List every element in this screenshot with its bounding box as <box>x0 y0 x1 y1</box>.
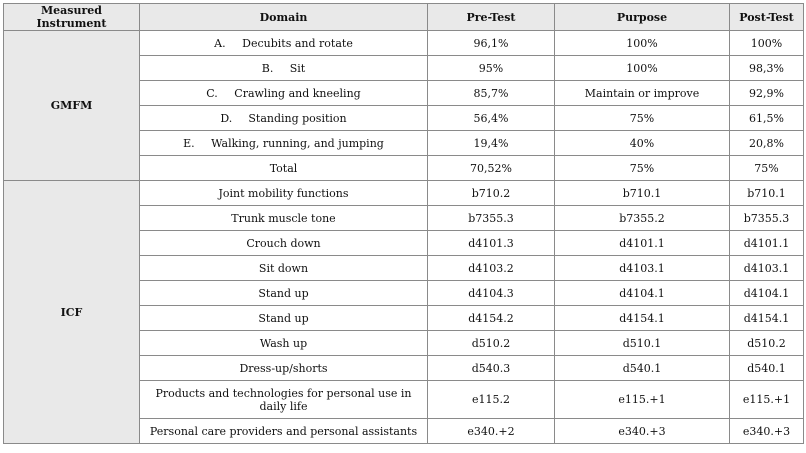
purpose-cell: Maintain or improve <box>554 80 730 106</box>
post-test-cell: 100% <box>729 30 804 56</box>
table-row: Dress-up/shorts d540.3 d540.1 d540.1 <box>4 355 804 381</box>
pre-test-cell: d540.3 <box>427 355 555 381</box>
domain-label: Standing position <box>248 111 347 125</box>
domain-cell: Products and technologies for personal u… <box>139 380 428 419</box>
item-letter: B. <box>261 61 274 75</box>
post-test-cell: b7355.3 <box>729 205 804 231</box>
post-test-cell: b710.1 <box>729 180 804 206</box>
post-test-cell: d4103.1 <box>729 255 804 281</box>
pre-test-cell: d4101.3 <box>427 230 555 256</box>
domain-cell: Personal care providers and personal ass… <box>139 418 428 444</box>
pre-test-cell: 19,4% <box>427 130 555 156</box>
header-row: Measured Instrument Domain Pre-Test Purp… <box>3 3 804 31</box>
table-row: Stand up d4104.3 d4104.1 d4104.1 <box>4 280 804 306</box>
pre-test-cell: 95% <box>427 55 555 81</box>
post-test-cell: e115.+1 <box>729 380 804 419</box>
domain-cell: Stand up <box>139 280 428 306</box>
purpose-cell: b710.1 <box>554 180 730 206</box>
domain-cell: A. Decubits and rotate <box>139 30 428 56</box>
post-test-cell: 98,3% <box>729 55 804 81</box>
header-measured-instrument: Measured Instrument <box>3 3 140 31</box>
table-row: B. Sit 95% 100% 98,3% <box>4 55 804 81</box>
purpose-cell: 75% <box>554 155 730 181</box>
purpose-cell: b7355.2 <box>554 205 730 231</box>
domain-cell: B. Sit <box>139 55 428 81</box>
table-row: Personal care providers and personal ass… <box>4 418 804 444</box>
item-letter: C. <box>206 86 218 100</box>
post-test-cell: 75% <box>729 155 804 181</box>
table-row: GMFM A. Decubits and rotate 96,1% 100% 10… <box>3 30 804 181</box>
item-letter: E. <box>183 136 195 150</box>
post-test-cell: d4154.1 <box>729 305 804 331</box>
purpose-cell: d4101.1 <box>554 230 730 256</box>
domain-label: Walking, running, and jumping <box>211 136 384 150</box>
domain-cell: Total <box>139 155 428 181</box>
purpose-cell: d510.1 <box>554 330 730 356</box>
purpose-cell: e115.+1 <box>554 380 730 419</box>
header-purpose: Purpose <box>554 3 730 31</box>
purpose-cell: d4154.1 <box>554 305 730 331</box>
purpose-cell: d540.1 <box>554 355 730 381</box>
pre-test-cell: d4103.2 <box>427 255 555 281</box>
purpose-cell: 100% <box>554 30 730 56</box>
item-letter: A. <box>214 36 226 50</box>
domain-cell: Sit down <box>139 255 428 281</box>
results-table: Measured Instrument Domain Pre-Test Purp… <box>3 3 804 444</box>
domain-label: Crawling and kneeling <box>234 86 361 100</box>
group-gmfm: GMFM <box>3 30 140 181</box>
domain-cell: C. Crawling and kneeling <box>139 80 428 106</box>
domain-cell: D. Standing position <box>139 105 428 131</box>
post-test-cell: d4101.1 <box>729 230 804 256</box>
domain-label: Sit <box>289 61 306 75</box>
table-row: Total 70,52% 75% 75% <box>4 155 804 181</box>
domain-cell: Dress-up/shorts <box>139 355 428 381</box>
purpose-cell: d4104.1 <box>554 280 730 306</box>
pre-test-cell: 96,1% <box>427 30 555 56</box>
purpose-cell: d4103.1 <box>554 255 730 281</box>
purpose-cell: 100% <box>554 55 730 81</box>
pre-test-cell: d510.2 <box>427 330 555 356</box>
domain-cell: Stand up <box>139 305 428 331</box>
header-pre-test: Pre-Test <box>427 3 555 31</box>
post-test-cell: d4104.1 <box>729 280 804 306</box>
table-row: C. Crawling and kneeling 85,7% Maintain o… <box>4 80 804 106</box>
pre-test-cell: 56,4% <box>427 105 555 131</box>
table-row: ICF Joint mobility functions b710.2 b710… <box>3 180 804 444</box>
header-domain: Domain <box>139 3 428 31</box>
table-row: Stand up d4154.2 d4154.1 d4154.1 <box>4 305 804 331</box>
pre-test-cell: 85,7% <box>427 80 555 106</box>
post-test-cell: d540.1 <box>729 355 804 381</box>
pre-test-cell: e340.+2 <box>427 418 555 444</box>
item-letter: D. <box>220 111 233 125</box>
table-row: Products and technologies for personal u… <box>4 380 804 419</box>
post-test-cell: 20,8% <box>729 130 804 156</box>
domain-cell: Crouch down <box>139 230 428 256</box>
pre-test-cell: b710.2 <box>427 180 555 206</box>
purpose-cell: 75% <box>554 105 730 131</box>
pre-test-cell: e115.2 <box>427 380 555 419</box>
domain-cell: Joint mobility functions <box>139 180 428 206</box>
pre-test-cell: 70,52% <box>427 155 555 181</box>
pre-test-cell: d4154.2 <box>427 305 555 331</box>
post-test-cell: 61,5% <box>729 105 804 131</box>
pre-test-cell: d4104.3 <box>427 280 555 306</box>
domain-cell: Wash up <box>139 330 428 356</box>
domain-cell: Trunk muscle tone <box>139 205 428 231</box>
domain-label: Decubits and rotate <box>242 36 353 50</box>
pre-test-cell: b7355.3 <box>427 205 555 231</box>
purpose-cell: e340.+3 <box>554 418 730 444</box>
table-row: Trunk muscle tone b7355.3 b7355.2 b7355.… <box>4 205 804 231</box>
post-test-cell: e340.+3 <box>729 418 804 444</box>
domain-cell: E. Walking, running, and jumping <box>139 130 428 156</box>
table-row: E. Walking, running, and jumping 19,4% 40… <box>4 130 804 156</box>
post-test-cell: d510.2 <box>729 330 804 356</box>
post-test-cell: 92,9% <box>729 80 804 106</box>
header-post-test: Post-Test <box>729 3 804 31</box>
purpose-cell: 40% <box>554 130 730 156</box>
group-icf: ICF <box>3 180 140 444</box>
table-row: Crouch down d4101.3 d4101.1 d4101.1 <box>4 230 804 256</box>
